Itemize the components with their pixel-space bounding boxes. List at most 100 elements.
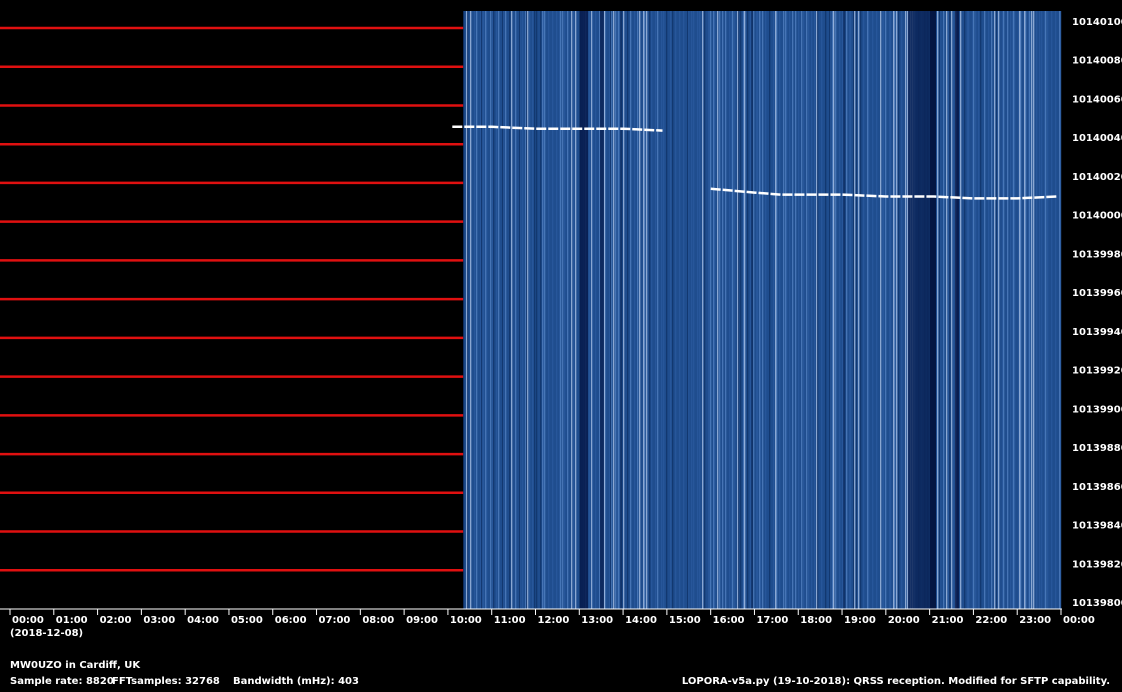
stripe xyxy=(816,11,818,609)
stripe xyxy=(872,11,874,609)
stripe xyxy=(589,11,591,609)
stripe xyxy=(776,11,778,609)
x-tick-label: 15:00 xyxy=(669,615,701,626)
stripe xyxy=(1039,11,1041,609)
stripe xyxy=(540,11,542,609)
x-tick-label: 17:00 xyxy=(756,615,788,626)
y-tick-label: 10140060 xyxy=(1072,94,1122,105)
stripe xyxy=(630,11,632,609)
stripe xyxy=(883,11,885,609)
stripe xyxy=(994,11,996,609)
stripe xyxy=(785,11,787,609)
stripe xyxy=(786,11,788,609)
stripe xyxy=(844,11,846,609)
y-tick-label: 10139980 xyxy=(1072,249,1122,260)
stripe xyxy=(562,11,564,609)
stripe xyxy=(502,11,504,609)
x-tick-label: 05:00 xyxy=(231,615,263,626)
stripe xyxy=(798,11,800,609)
stripe xyxy=(960,11,962,609)
stripe xyxy=(744,11,746,609)
stripe xyxy=(972,11,974,609)
stripe xyxy=(657,11,659,609)
stripe xyxy=(620,11,622,609)
stripe xyxy=(713,11,715,609)
stripe xyxy=(646,11,648,609)
stripe xyxy=(868,11,870,609)
stripe xyxy=(894,11,896,609)
stripe xyxy=(1018,11,1020,609)
stripe xyxy=(552,11,554,609)
stripe xyxy=(889,11,891,609)
y-tick-label: 10139940 xyxy=(1072,327,1122,338)
stripe xyxy=(940,11,942,609)
stripe xyxy=(880,11,882,609)
stripe xyxy=(613,11,615,609)
station: MW0UZO in Cardiff, UK xyxy=(10,660,141,671)
stripe xyxy=(609,11,611,609)
stripe xyxy=(505,11,507,609)
y-tick-label: 10139860 xyxy=(1072,482,1122,493)
stripe xyxy=(611,11,613,609)
stripe xyxy=(571,11,573,609)
stripe xyxy=(725,11,727,609)
stripe xyxy=(503,11,505,609)
stripe xyxy=(953,11,955,609)
x-tick-label: 22:00 xyxy=(975,615,1007,626)
stripe xyxy=(485,11,487,609)
y-tick-label: 10139900 xyxy=(1072,404,1122,415)
stripe xyxy=(801,11,803,609)
stripe xyxy=(1051,11,1053,609)
stripe xyxy=(740,11,742,609)
stripe xyxy=(649,11,651,609)
y-tick-label: 10139880 xyxy=(1072,443,1122,454)
stripe xyxy=(492,11,494,609)
stripe xyxy=(860,11,862,609)
y-tick-label: 10139800 xyxy=(1072,598,1122,609)
stripe xyxy=(474,11,476,609)
stripe xyxy=(480,11,482,609)
stripe xyxy=(661,11,663,609)
x-tick-label: 21:00 xyxy=(932,615,964,626)
stripe xyxy=(610,11,612,609)
stripe xyxy=(850,11,852,609)
stripe xyxy=(747,11,749,609)
stripe xyxy=(482,11,484,609)
stripe xyxy=(991,11,993,609)
stripe xyxy=(1036,11,1038,609)
stripe xyxy=(863,11,865,609)
y-tick-label: 10140080 xyxy=(1072,56,1122,67)
stripe xyxy=(534,11,536,609)
x-tick-label: 06:00 xyxy=(275,615,307,626)
stripe xyxy=(858,11,860,609)
stripe xyxy=(527,11,529,609)
stripe xyxy=(876,11,878,609)
stripe xyxy=(573,11,575,609)
stripe xyxy=(548,11,550,609)
stripe xyxy=(1059,11,1061,609)
x-tick-label: 13:00 xyxy=(581,615,613,626)
stripe xyxy=(937,11,939,609)
stripe xyxy=(476,11,478,609)
stripe xyxy=(757,11,759,609)
stripe xyxy=(967,11,969,609)
stripe xyxy=(604,11,606,609)
x-tick-label: 08:00 xyxy=(362,615,394,626)
stripe xyxy=(893,11,895,609)
dark-band xyxy=(600,11,604,609)
stripe xyxy=(697,11,699,609)
stripe xyxy=(605,11,607,609)
stripe xyxy=(1025,11,1027,609)
y-tick-label: 10139820 xyxy=(1072,559,1122,570)
fft-samples: FFTsamples: 32768 xyxy=(112,676,220,687)
stripe xyxy=(830,11,832,609)
stripe xyxy=(490,11,492,609)
stripe xyxy=(599,11,601,609)
stripe xyxy=(639,11,641,609)
y-tick-label: 10139840 xyxy=(1072,521,1122,532)
stripe xyxy=(939,11,941,609)
stripe xyxy=(560,11,562,609)
stripe xyxy=(738,11,740,609)
stripe xyxy=(882,11,884,609)
stripe xyxy=(946,11,948,609)
